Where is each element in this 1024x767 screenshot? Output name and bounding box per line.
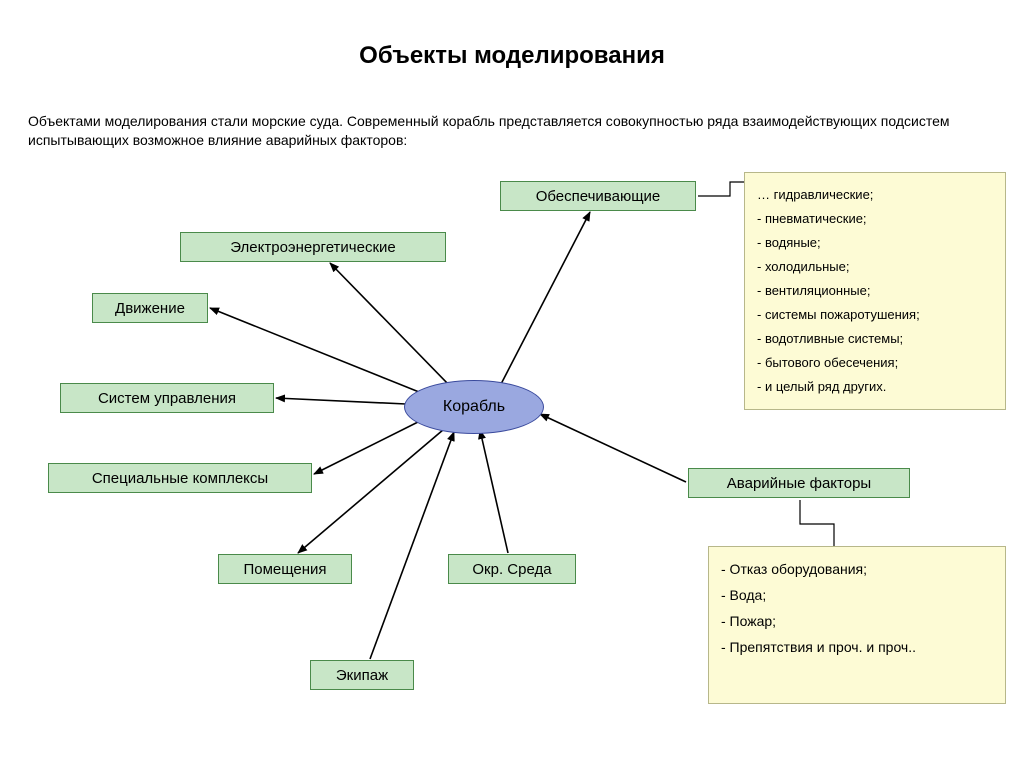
note-line: - водяные;: [757, 231, 993, 255]
page-title: Объекты моделирования: [0, 42, 1024, 70]
edge-arrow: [314, 418, 426, 474]
node-rooms: Помещения: [218, 554, 352, 584]
node-label: Экипаж: [336, 667, 388, 684]
edge-arrow: [540, 414, 686, 482]
note-right-bottom: - Отказ оборудования;- Вода;- Пожар;- Пр…: [708, 546, 1006, 704]
edge-arrow: [330, 263, 450, 386]
note-line: - Пожар;: [721, 609, 993, 635]
note-line: - водотливные системы;: [757, 327, 993, 351]
note-line: - вентиляционные;: [757, 279, 993, 303]
node-electro: Электроэнергетические: [180, 232, 446, 262]
node-label: Специальные комплексы: [92, 470, 268, 487]
node-label: Систем управления: [98, 390, 236, 407]
connector-emerg-to-note: [800, 500, 834, 546]
page-subtitle: Объектами моделирования стали морские су…: [28, 112, 988, 150]
node-emergency: Аварийные факторы: [688, 468, 910, 498]
note-line: - бытового обесечения;: [757, 351, 993, 375]
edge-arrow: [210, 308, 424, 394]
edge-arrow: [480, 430, 508, 553]
note-line: - системы пожаротушения;: [757, 303, 993, 327]
note-line: - и целый ряд других.: [757, 375, 993, 399]
connector-prov-to-note: [698, 182, 744, 196]
node-label: Аварийные факторы: [727, 475, 871, 492]
note-line: - холодильные;: [757, 255, 993, 279]
center-node-label: Корабль: [443, 398, 505, 416]
note-line: … гидравлические;: [757, 183, 993, 207]
node-label: Электроэнергетические: [230, 239, 395, 256]
edge-arrow: [298, 424, 450, 553]
note-line: - Отказ оборудования;: [721, 557, 993, 583]
edge-arrow: [370, 432, 454, 659]
note-right-top: … гидравлические;- пневматические;- водя…: [744, 172, 1006, 410]
node-env: Окр. Среда: [448, 554, 576, 584]
node-label: Движение: [115, 300, 185, 317]
node-movement: Движение: [92, 293, 208, 323]
node-control: Систем управления: [60, 383, 274, 413]
node-special: Специальные комплексы: [48, 463, 312, 493]
edge-arrow: [276, 398, 406, 404]
note-line: - Препятствия и проч. и проч..: [721, 635, 993, 661]
node-label: Обеспечивающие: [536, 188, 661, 205]
note-line: - Вода;: [721, 583, 993, 609]
node-crew: Экипаж: [310, 660, 414, 690]
center-node-ship: Корабль: [404, 380, 544, 434]
edge-arrow: [500, 212, 590, 386]
node-providing: Обеспечивающие: [500, 181, 696, 211]
node-label: Окр. Среда: [472, 561, 551, 578]
node-label: Помещения: [243, 561, 326, 578]
note-line: - пневматические;: [757, 207, 993, 231]
